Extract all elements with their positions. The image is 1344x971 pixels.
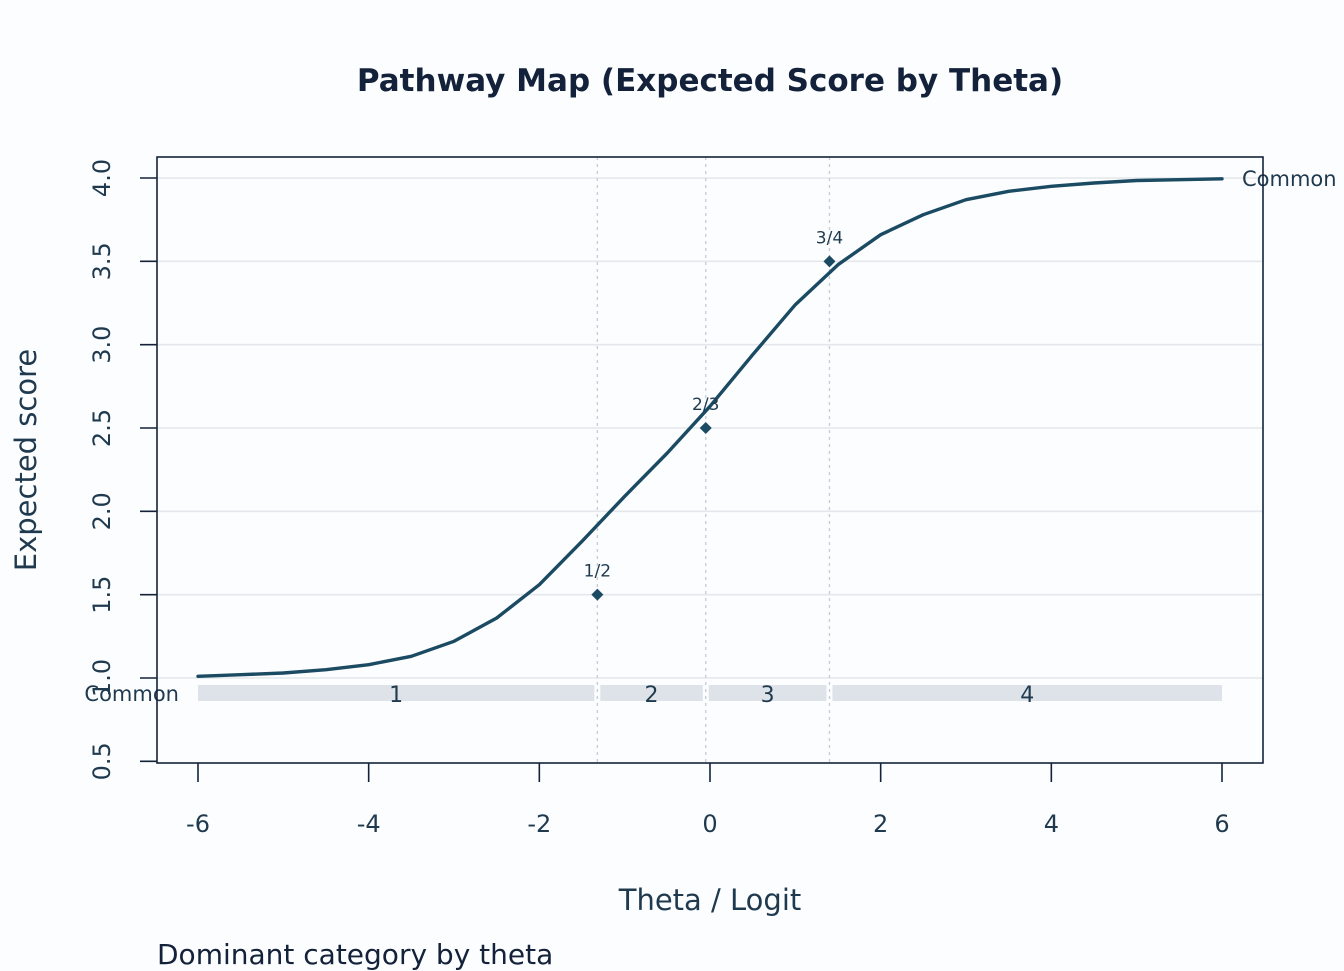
plot-frame [156, 156, 1264, 764]
threshold-point [699, 422, 712, 434]
y-tick-label: 3.0 [88, 326, 116, 364]
band-segment [198, 685, 595, 701]
y-tick-label: 1.0 [88, 659, 116, 697]
x-tick-label: -4 [357, 810, 381, 838]
threshold-lines [596, 157, 831, 763]
y-tick-label: 2.5 [88, 409, 116, 447]
y-tick-label: 1.5 [88, 576, 116, 614]
threshold-point [823, 255, 836, 268]
band-category-label: 3 [761, 683, 775, 708]
x-axis-label: Theta / Logit [618, 883, 802, 917]
band-category-label: 1 [389, 683, 403, 708]
x-tick-label: 6 [1214, 810, 1229, 838]
x-tick-label: 4 [1044, 810, 1059, 838]
axis-layer: 0.5 1.0 1.5 2.0 2.5 3.0 3.5 4.0 -6 -4 -2 0 2 4 6 [88, 159, 1230, 838]
dominant-band: 1 2 3 4 Common [84, 682, 1222, 708]
x-tick-label: -6 [186, 810, 210, 838]
band-segment [600, 685, 703, 701]
band-category-label: 2 [645, 683, 659, 708]
y-axis-label: Expected score [9, 349, 43, 571]
threshold-label: 1/2 [584, 562, 611, 582]
threshold-label: 2/3 [692, 395, 719, 415]
x-tick-label: 2 [873, 810, 888, 838]
threshold-points: 1/2 2/3 3/4 [584, 228, 843, 601]
threshold-point [591, 588, 604, 601]
y-tick-label: 4.0 [88, 159, 116, 197]
y-tick-label: 3.5 [88, 242, 116, 280]
y-tick-label: 0.5 [88, 742, 116, 780]
grid-layer [157, 177, 1263, 679]
y-tick-label: 2.0 [88, 492, 116, 530]
x-tick-label: 0 [702, 810, 717, 838]
threshold-label: 3/4 [816, 228, 843, 248]
expected-score-curve [196, 177, 1224, 678]
curve-layer: Common [196, 167, 1337, 678]
band-category-label: 4 [1020, 683, 1034, 708]
band-segment [708, 685, 827, 701]
footer-note: Dominant category by theta [157, 938, 554, 971]
curve-series-label: Common [1242, 167, 1337, 191]
band-segment [832, 685, 1222, 701]
band-series-label: Common [84, 682, 179, 706]
x-tick-label: -2 [527, 810, 551, 838]
chart-title: Pathway Map (Expected Score by Theta) [357, 63, 1063, 99]
